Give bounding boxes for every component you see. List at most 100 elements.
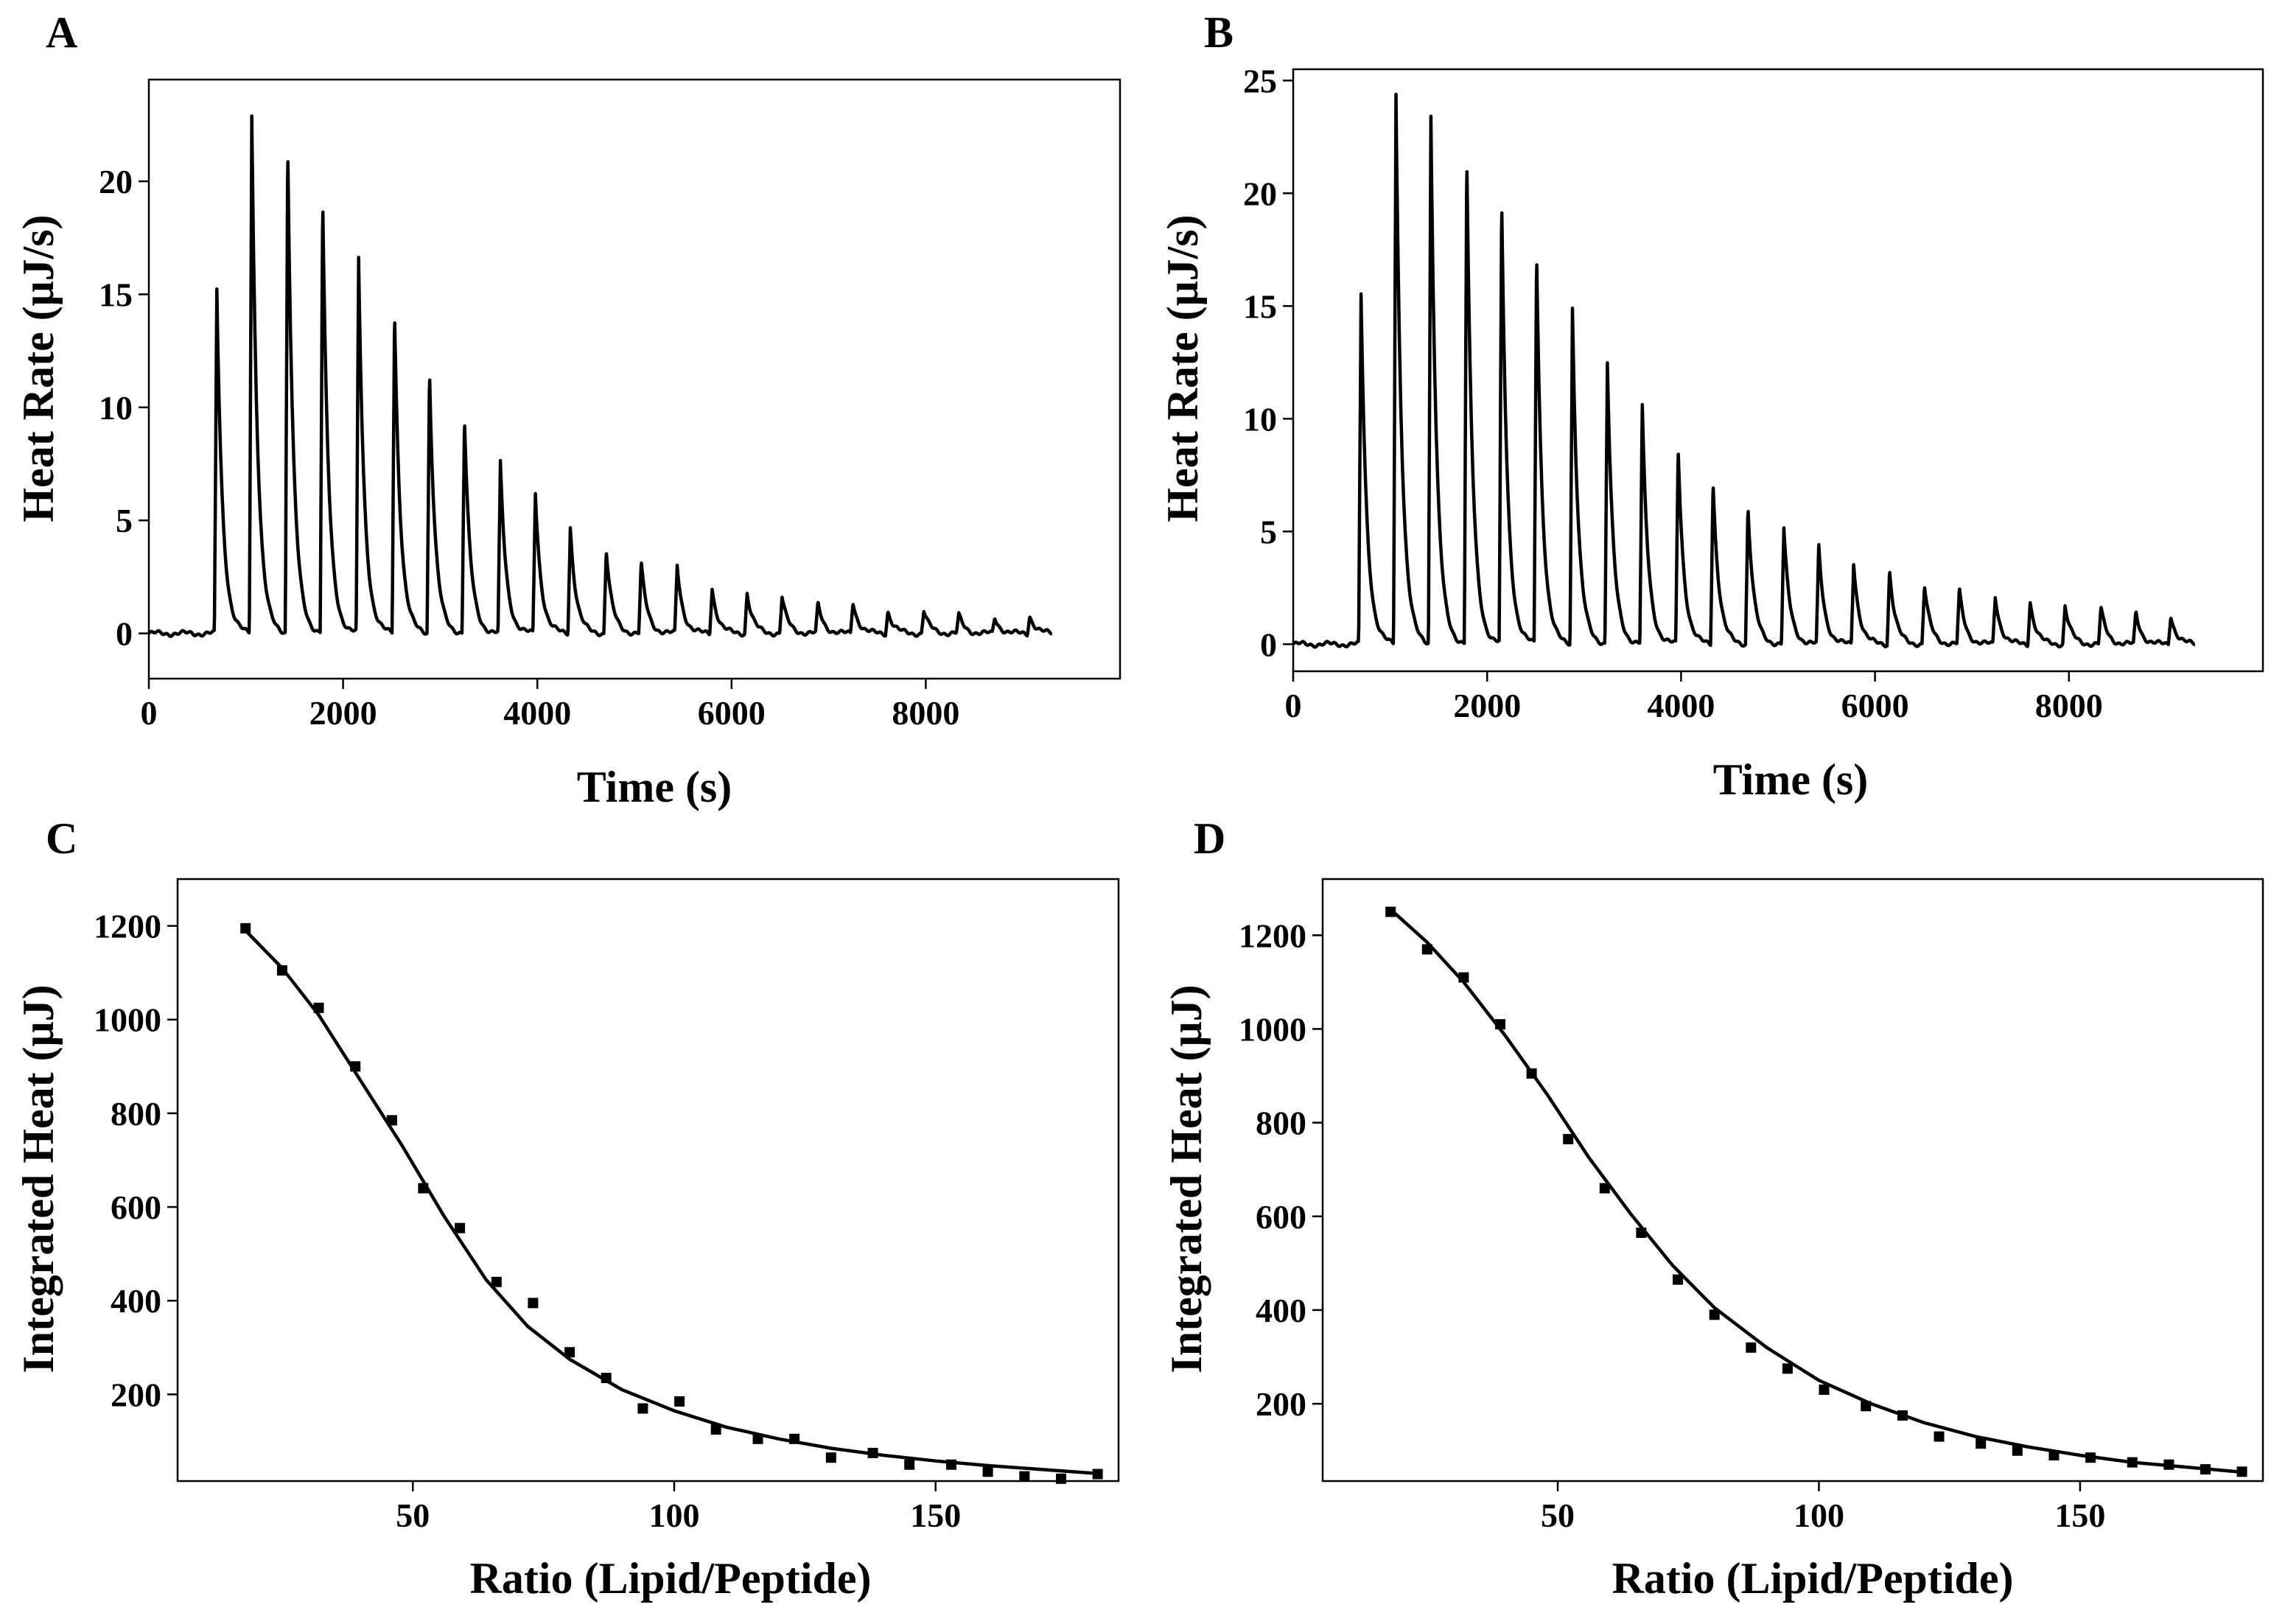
x-tick-label: 150 [2054, 1497, 2105, 1534]
y-tick-label: 400 [111, 1282, 161, 1320]
data-point [455, 1222, 466, 1233]
y-tick-label: 200 [111, 1376, 161, 1413]
y-axis-title: Integrated Heat (μJ) [14, 984, 63, 1373]
data-point [1385, 906, 1396, 917]
data-point [674, 1396, 685, 1407]
data-point [1819, 1385, 1830, 1395]
data-point [1976, 1438, 1987, 1449]
heat-rate-trace [147, 114, 1054, 638]
x-ticks: 0 2000 4000 6000 8000 [141, 679, 959, 732]
data-point [313, 1002, 324, 1013]
plot-frame [1321, 878, 2264, 1483]
data-point [637, 1403, 648, 1414]
fit-curve [244, 929, 1093, 1475]
x-ticks: 50 100 150 [1541, 1481, 2105, 1534]
data-point [982, 1466, 993, 1477]
x-ticks: 0 2000 4000 6000 8000 [1285, 671, 2103, 724]
data-point [386, 1115, 397, 1126]
data-point [2200, 1464, 2211, 1475]
data-point [1458, 972, 1469, 983]
data-points [1385, 906, 2247, 1477]
data-point [418, 1183, 429, 1194]
y-tick-label: 10 [1243, 400, 1277, 438]
panel-letter: A [46, 8, 77, 57]
data-point [1934, 1431, 1945, 1442]
x-axis-title: Time (s) [577, 763, 732, 811]
panel-letter: B [1204, 8, 1234, 57]
plot-frame [147, 78, 1121, 680]
y-tick-label: 1200 [94, 908, 161, 945]
data-point [350, 1061, 361, 1072]
y-tick-label: 1000 [94, 1001, 161, 1039]
y-tick-label: 600 [111, 1189, 161, 1226]
data-point [564, 1347, 575, 1358]
data-point [752, 1433, 763, 1444]
data-point [240, 923, 251, 934]
y-tick-label: 20 [99, 163, 133, 200]
x-axis-title: Time (s) [1713, 755, 1869, 804]
data-point [789, 1433, 800, 1444]
y-ticks: 0 5 10 15 20 25 [1243, 62, 1293, 663]
data-point [1897, 1410, 1908, 1421]
data-point [825, 1452, 836, 1463]
data-points [240, 923, 1103, 1484]
panel-letter: D [1194, 814, 1225, 863]
data-point [1495, 1019, 1505, 1030]
fit-curve [1389, 908, 2237, 1474]
x-tick-label: 4000 [1647, 687, 1715, 724]
y-tick-label: 800 [111, 1095, 161, 1133]
x-tick-label: 2000 [309, 694, 377, 732]
data-point [2163, 1459, 2174, 1470]
data-point [904, 1459, 915, 1470]
data-point [2236, 1466, 2247, 1477]
data-point [2012, 1445, 2023, 1456]
x-tick-label: 2000 [1453, 687, 1521, 724]
x-tick-label: 8000 [2035, 687, 2103, 724]
data-point [867, 1447, 878, 1458]
x-tick-label: 150 [910, 1497, 961, 1534]
x-tick-label: 6000 [698, 694, 766, 732]
panel-a-heat-rate: A 0 2000 4000 6000 8000 0 5 10 15 20 Time (s) He… [14, 8, 1121, 811]
y-ticks: 0 5 10 15 20 [99, 163, 149, 653]
y-tick-label: 15 [99, 276, 133, 313]
y-tick-label: 15 [1243, 287, 1277, 325]
data-point [1563, 1133, 1574, 1144]
x-tick-label: 100 [648, 1497, 699, 1534]
plot-frame [176, 878, 1120, 1483]
x-tick-label: 4000 [503, 694, 571, 732]
x-axis-title: Ratio (Lipid/Peptide) [1612, 1554, 2013, 1603]
y-ticks: 200 400 600 800 1000 1200 [94, 908, 178, 1413]
data-point [601, 1373, 612, 1384]
data-point [276, 965, 287, 976]
y-tick-label: 0 [1260, 626, 1277, 663]
data-point [1861, 1401, 1872, 1412]
data-point [2085, 1452, 2096, 1463]
data-point [1421, 944, 1432, 955]
y-tick-label: 800 [1256, 1105, 1306, 1142]
y-tick-label: 25 [1243, 62, 1277, 99]
plot-frame [1292, 68, 2264, 673]
y-axis-title: Heat Rate (μJ/s) [14, 214, 63, 522]
data-point [528, 1298, 539, 1309]
data-point [1673, 1274, 1683, 1285]
y-tick-label: 0 [116, 615, 133, 653]
data-point [2048, 1450, 2060, 1460]
data-point [491, 1276, 502, 1287]
panel-c-integrated-heat: C 50 100 150 200 400 600 800 1000 1200 Ratio (L… [14, 814, 1120, 1603]
x-tick-label: 0 [1285, 687, 1302, 724]
data-point [1746, 1342, 1757, 1353]
x-axis-title: Ratio (Lipid/Peptide) [469, 1554, 871, 1603]
heat-rate-trace [1292, 92, 2197, 649]
data-point [1709, 1309, 1720, 1320]
y-tick-label: 5 [1260, 513, 1277, 550]
x-tick-label: 8000 [892, 694, 959, 732]
y-tick-label: 10 [99, 389, 133, 427]
panel-letter: C [46, 814, 77, 863]
data-point [1092, 1469, 1103, 1480]
data-point [1019, 1471, 1030, 1482]
y-tick-label: 400 [1256, 1292, 1306, 1329]
data-point [1599, 1183, 1610, 1194]
y-tick-label: 20 [1243, 175, 1277, 212]
